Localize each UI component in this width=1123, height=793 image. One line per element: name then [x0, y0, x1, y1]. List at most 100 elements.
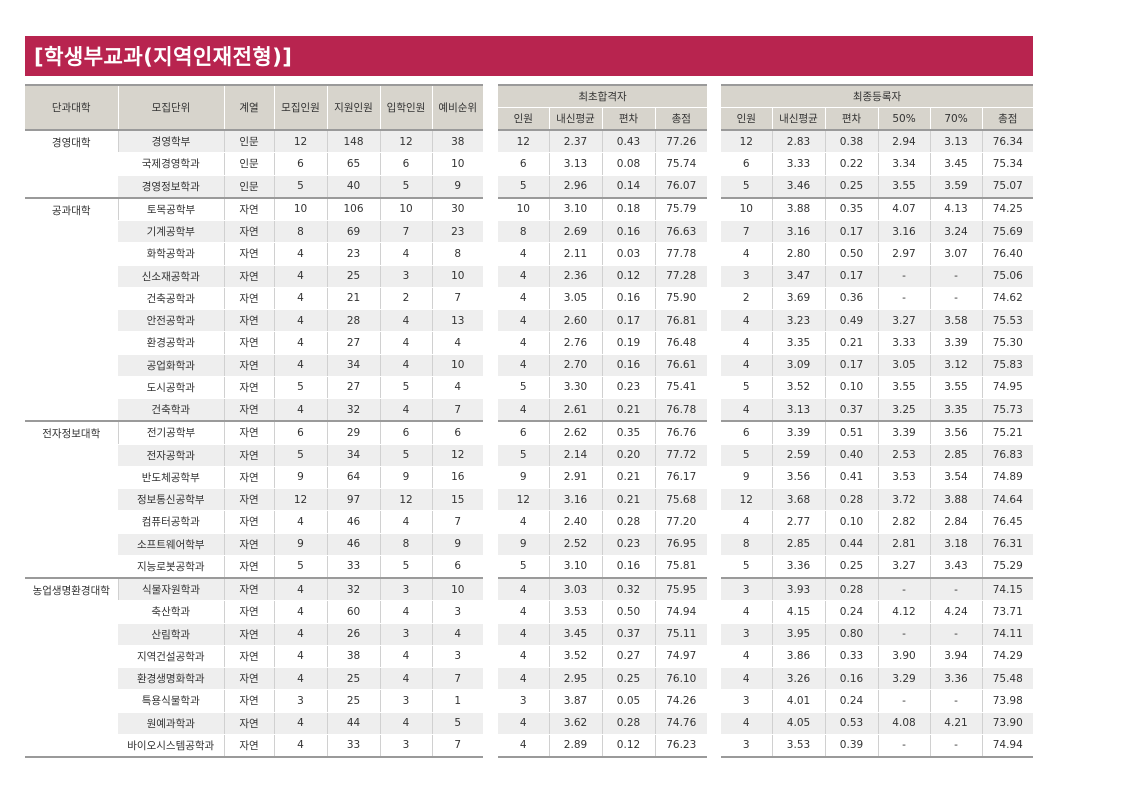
- data-cell: 75.74: [654, 152, 707, 176]
- unit-cell: 원예과학과: [118, 712, 224, 735]
- data-cell: 5: [721, 376, 772, 400]
- data-cell: 자연: [223, 712, 274, 735]
- data-cell: 3.52: [771, 376, 825, 400]
- data-cell: 3.36: [929, 667, 982, 691]
- data-cell: -: [877, 689, 930, 713]
- unit-cell: 안전공학과: [118, 309, 224, 333]
- data-cell: 4: [379, 667, 432, 691]
- data-cell: 9: [273, 466, 327, 490]
- data-cell: 76.83: [981, 444, 1034, 467]
- data-cell: 76.07: [654, 175, 707, 199]
- data-cell: 74.89: [981, 466, 1034, 490]
- college-cell: 전자정보대학: [25, 420, 118, 579]
- unit-cell: 경영정보학과: [118, 175, 224, 199]
- data-cell: 74.94: [654, 600, 707, 624]
- data-cell: 46: [326, 510, 380, 534]
- data-cell: 3.39: [877, 420, 930, 445]
- data-cell: -: [877, 265, 930, 288]
- data-cell: 9: [431, 175, 483, 199]
- data-cell: 4.12: [877, 600, 930, 624]
- data-cell: 33: [326, 555, 380, 579]
- data-cell: 0.40: [824, 444, 878, 467]
- unit-cell: 도시공학과: [118, 376, 224, 400]
- data-cell: 5: [498, 175, 549, 199]
- data-cell: 3.13: [771, 398, 825, 422]
- data-cell: 자연: [223, 667, 274, 691]
- data-cell: 4: [498, 645, 549, 669]
- data-cell: 32: [326, 577, 380, 602]
- data-cell: 2.62: [548, 420, 602, 445]
- data-cell: 0.37: [824, 398, 878, 422]
- data-cell: -: [929, 287, 982, 311]
- data-cell: 자연: [223, 309, 274, 333]
- data-cell: 2.84: [929, 510, 982, 534]
- data-cell: 4: [498, 510, 549, 534]
- data-cell: 3.58: [929, 309, 982, 333]
- data-cell: 10: [431, 577, 483, 602]
- unit-cell: 축산학과: [118, 600, 224, 624]
- data-cell: 44: [326, 712, 380, 735]
- column-header: 인원: [721, 107, 772, 131]
- data-cell: 76.63: [654, 220, 707, 244]
- data-cell: 3.27: [877, 309, 930, 333]
- data-cell: 3.35: [771, 331, 825, 355]
- unit-cell: 경영학부: [117, 129, 224, 154]
- data-cell: 7: [431, 510, 483, 534]
- data-cell: 자연: [223, 444, 274, 467]
- table-row: 환경공학과 자연 4 27 4 4: [25, 331, 483, 355]
- table-row: 12 2.37 0.43 77.26: [498, 129, 707, 154]
- data-cell: 4: [273, 398, 327, 422]
- initial-group-header: 최초합격자: [498, 84, 707, 108]
- data-cell: 3: [498, 689, 549, 713]
- data-cell: 5: [431, 712, 483, 735]
- table-row: 9 3.56 0.41 3.53 3.54 74.89: [721, 466, 1034, 490]
- data-cell: 4: [721, 309, 772, 333]
- data-cell: 0.16: [601, 354, 655, 377]
- data-cell: 3.56: [929, 420, 982, 445]
- data-cell: 6: [498, 420, 549, 445]
- data-cell: 2.76: [548, 331, 602, 355]
- data-cell: 3: [431, 645, 483, 669]
- data-cell: 3.23: [771, 309, 825, 333]
- data-cell: 25: [326, 265, 380, 288]
- data-cell: 75.81: [654, 555, 707, 579]
- data-cell: 3.13: [548, 152, 602, 176]
- data-cell: 6: [431, 420, 483, 445]
- data-cell: 3.27: [877, 555, 930, 579]
- data-cell: 4: [273, 712, 327, 735]
- unit-cell: 식물자원학과: [117, 577, 224, 602]
- admission-table: 단과대학 모집단위 계열 모집인원 지원인원 입학인원 예비순위 경영대학 경영학부 인문 12 1…: [25, 84, 483, 758]
- data-cell: -: [877, 734, 930, 758]
- data-cell: 10: [379, 196, 432, 221]
- data-cell: 3.09: [771, 354, 825, 377]
- data-cell: 4: [498, 600, 549, 624]
- data-cell: 4.15: [771, 600, 825, 624]
- data-cell: 3.56: [771, 466, 825, 490]
- data-cell: 2.59: [771, 444, 825, 467]
- data-cell: -: [929, 734, 982, 758]
- table-row: 5 3.52 0.10 3.55 3.55 74.95: [721, 376, 1034, 400]
- table-row: 지능로봇공학과 자연 5 33 5 6: [25, 555, 483, 579]
- data-cell: 4: [273, 577, 327, 602]
- data-cell: 8: [379, 533, 432, 556]
- data-cell: 33: [326, 734, 380, 758]
- data-cell: 2.14: [548, 444, 602, 467]
- data-cell: 74.25: [981, 196, 1034, 221]
- unit-cell: 특용식물학과: [118, 689, 224, 713]
- data-cell: 3: [721, 265, 772, 288]
- data-cell: 4: [498, 242, 549, 266]
- data-cell: 0.16: [601, 220, 655, 244]
- data-cell: 26: [326, 623, 380, 646]
- data-cell: 자연: [223, 331, 274, 355]
- unit-cell: 지능로봇공학과: [118, 555, 224, 579]
- data-cell: 10: [498, 196, 549, 221]
- table-row: 소프트웨어학부 자연 9 46 8 9: [25, 533, 483, 556]
- table-row: 4 3.23 0.49 3.27 3.58 75.53: [721, 309, 1034, 333]
- data-cell: 34: [326, 354, 380, 377]
- data-cell: 4: [498, 623, 549, 646]
- column-header: 모집단위: [117, 84, 224, 131]
- data-cell: -: [877, 577, 930, 602]
- table-row: 4 2.77 0.10 2.82 2.84 76.45: [721, 510, 1034, 534]
- data-cell: 3.34: [877, 152, 930, 176]
- data-cell: 75.41: [654, 376, 707, 400]
